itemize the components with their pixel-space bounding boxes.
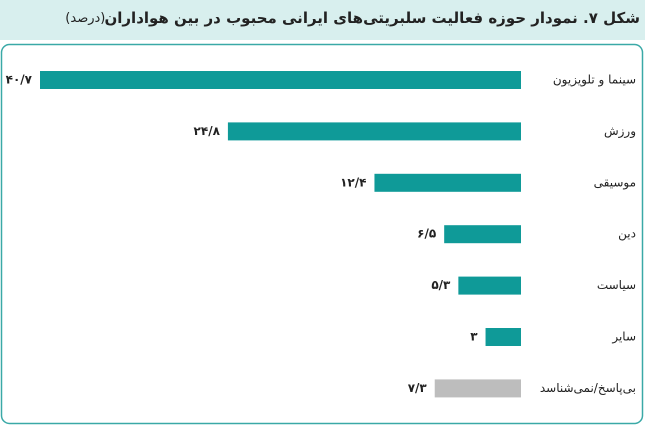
bar — [458, 276, 521, 295]
chart-frame — [0, 43, 644, 425]
title-band — [0, 0, 645, 40]
value-label: ۷/۳ — [408, 381, 428, 395]
value-label: ۱۲/۴ — [340, 175, 366, 189]
bar — [40, 71, 521, 89]
value-label: ۳ — [470, 330, 478, 344]
value-label: ۵/۳ — [431, 278, 451, 292]
chart-title: شکل ۷. نمودار حوزه فعالیت سلبریتی‌های ای… — [104, 9, 640, 27]
category-label: موسیقی — [594, 175, 636, 190]
chart-subtitle: (درصد) — [65, 11, 105, 26]
bar — [227, 122, 521, 141]
value-label: ۶/۵ — [417, 227, 436, 241]
category-label: سیاست — [597, 278, 636, 292]
chart-heading: شکل ۷. نمودار حوزه فعالیت سلبریتی‌های ای… — [65, 8, 640, 27]
category-label: سینما و تلویزیون — [553, 73, 636, 88]
category-label: ورزش — [604, 124, 636, 139]
bar — [374, 173, 521, 192]
value-label: ۴۰/۷ — [6, 73, 33, 87]
category-label: بی‌پاسخ/نمی‌شناسد — [540, 381, 636, 395]
bar — [434, 379, 521, 398]
category-label: دین — [618, 227, 636, 242]
bar — [485, 328, 521, 346]
category-label: سایر — [611, 330, 636, 345]
value-label: ۲۴/۸ — [194, 124, 221, 138]
bar — [444, 225, 521, 244]
